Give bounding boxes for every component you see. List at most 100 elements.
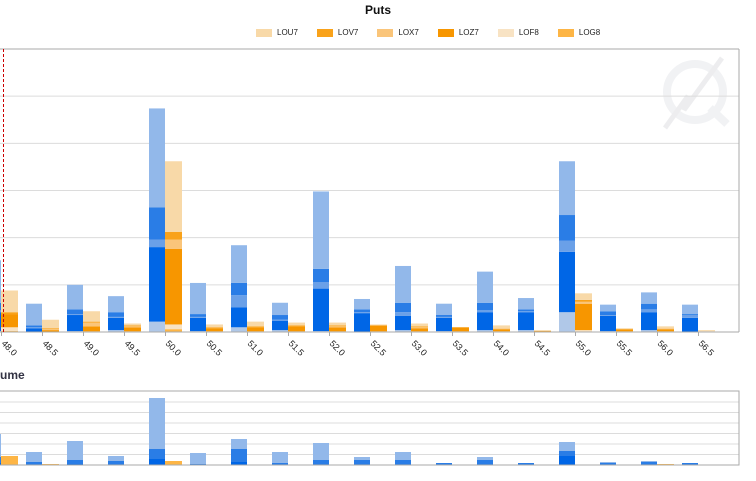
bar-segment-loz7 — [42, 330, 59, 332]
call-bar-segment — [518, 312, 534, 331]
call-bar-segment — [67, 315, 83, 332]
call-bar-segment — [231, 295, 247, 308]
call-bar-segment — [272, 320, 288, 331]
volume-bar-segment — [354, 460, 370, 465]
bar-segment-lov7 — [247, 326, 264, 328]
call-bar-segment — [190, 314, 206, 317]
bar-segment-lov7 — [83, 321, 100, 323]
call-bar-segment — [67, 309, 83, 315]
call-bar-segment — [272, 315, 288, 320]
volume-chart-title: ume — [0, 368, 25, 382]
call-bar-segment — [436, 303, 452, 316]
call-bar-segment — [477, 302, 493, 311]
volume-bar-segment — [272, 452, 288, 463]
bar-segment-log8 — [165, 329, 182, 332]
call-bar-segment — [313, 191, 329, 269]
bar-segment-loz7 — [1, 314, 18, 328]
volume-bar-segment — [600, 463, 616, 465]
call-bar-segment — [477, 271, 493, 303]
call-bar-segment — [559, 215, 575, 241]
call-bar-segment — [354, 298, 370, 310]
volume-put-bar — [165, 461, 182, 465]
call-bar-segment — [477, 310, 493, 313]
bar-segment-lov7 — [165, 232, 182, 240]
call-bar-segment — [518, 309, 534, 312]
call-bar-segment — [395, 265, 411, 303]
legend-label: LOF8 — [518, 28, 539, 37]
call-bar-segment — [682, 314, 698, 316]
call-bar-segment — [149, 108, 165, 208]
bar-segment-loz7 — [370, 325, 387, 332]
call-bar-segment — [26, 327, 42, 329]
call-bar-segment — [108, 296, 124, 313]
bar-segment-lov7 — [411, 326, 428, 328]
bar-segment-lov7 — [1, 312, 18, 315]
volume-bar-segment — [272, 463, 288, 465]
call-bar-segment — [436, 316, 452, 318]
bar-segment-lox7 — [329, 326, 346, 328]
x-tick-label: 50.5 — [205, 338, 224, 357]
call-bar-segment — [149, 239, 165, 248]
volume-bar-segment — [26, 452, 42, 462]
x-tick-label: 53.5 — [451, 338, 470, 357]
call-bar-segment — [272, 302, 288, 316]
bar-segment-lov7 — [42, 328, 59, 330]
x-tick-label: 52.5 — [369, 338, 388, 357]
volume-bar-segment — [0, 457, 1, 463]
call-bar-segment — [641, 309, 657, 313]
legend-label: LOZ7 — [458, 28, 479, 37]
bar-segment-lox7 — [657, 328, 674, 330]
call-bar-segment — [26, 303, 42, 326]
volume-bar-segment — [231, 439, 247, 449]
call-bar-segment — [231, 282, 247, 296]
x-tick-label: 49.5 — [123, 338, 142, 357]
bar-segment-lou7 — [288, 322, 305, 326]
bar-segment-lox7 — [42, 329, 59, 331]
call-bar-segment — [0, 302, 1, 311]
call-bar-segment — [600, 315, 616, 316]
volume-bar-segment — [0, 463, 1, 465]
bar-segment-loz7 — [206, 328, 223, 332]
bar-segment-lov7 — [329, 325, 346, 327]
call-bar-segment — [108, 317, 124, 331]
bar-segment-loz7 — [247, 327, 264, 332]
volume-bar-segment — [26, 462, 42, 465]
volume-bar-segment — [600, 462, 616, 463]
bar-segment-lov7 — [206, 327, 223, 329]
volume-put-bar — [1, 456, 18, 465]
call-bar-segment — [559, 240, 575, 252]
bar-segment-lou7 — [698, 330, 715, 332]
call-bar-segment — [559, 161, 575, 216]
call-bar-segment — [436, 315, 452, 317]
volume-bar-segment — [682, 463, 698, 465]
bar-segment-lof8 — [575, 330, 592, 332]
call-bar-segment — [682, 317, 698, 332]
bar-segment-lox7 — [493, 328, 510, 330]
call-bar-segment — [682, 304, 698, 315]
volume-bar-segment — [313, 443, 329, 460]
bar-segment-lou7 — [493, 325, 510, 329]
volume-bar-segment — [149, 459, 165, 465]
volume-bar-segment — [477, 460, 493, 465]
x-tick-label: 48.5 — [41, 338, 60, 357]
chart-title: Puts — [364, 3, 391, 17]
volume-bar-segment — [231, 449, 247, 462]
bar-segment-lov7 — [575, 299, 592, 302]
call-bar-segment — [0, 260, 1, 303]
volume-bar-segment — [313, 460, 329, 465]
call-bar-segment — [149, 321, 165, 332]
call-bar-segment — [108, 330, 124, 332]
bar-segment-lox7 — [83, 322, 100, 327]
bar-segment-lou7 — [329, 322, 346, 326]
volume-bar-segment — [190, 453, 206, 464]
call-bar-segment — [231, 245, 247, 283]
call-bar-segment — [395, 312, 411, 316]
volume-bar-segment — [641, 461, 657, 462]
call-bar-segment — [641, 312, 657, 331]
bar-segment-lou7 — [247, 321, 264, 327]
call-bar-segment — [313, 268, 329, 283]
legend-item-loz7: LOZ7 — [437, 28, 479, 37]
volume-bar-segment — [641, 462, 657, 465]
bar-segment-lou7 — [616, 328, 633, 330]
bar-segment-loz7 — [616, 329, 633, 332]
